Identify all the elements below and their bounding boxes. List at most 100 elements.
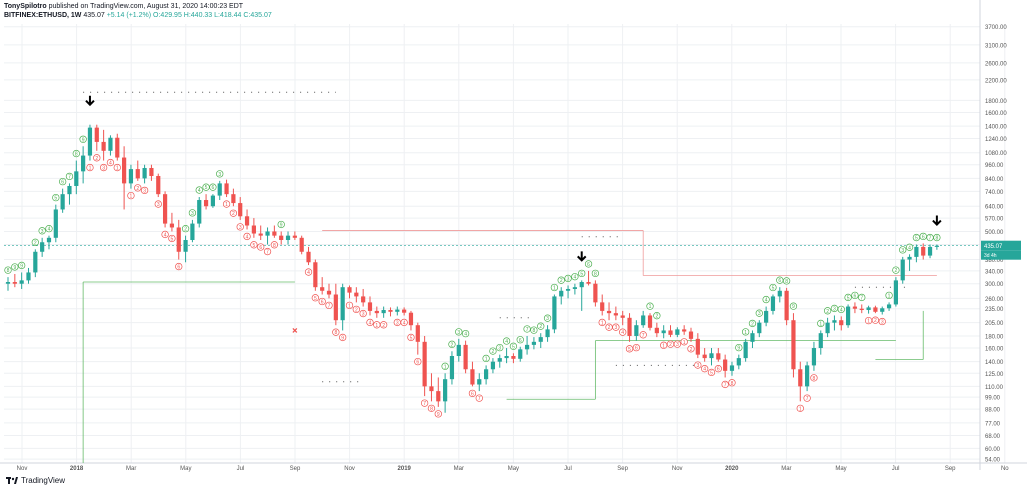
candle-body[interactable] bbox=[470, 369, 475, 385]
candle-body[interactable] bbox=[251, 225, 256, 234]
candle-body[interactable] bbox=[757, 322, 762, 334]
candle-body[interactable] bbox=[347, 287, 352, 293]
candle-body[interactable] bbox=[798, 369, 803, 387]
candle-body[interactable] bbox=[87, 127, 93, 156]
candle-body[interactable] bbox=[518, 349, 523, 359]
candle-body[interactable] bbox=[142, 167, 147, 179]
candle-body[interactable] bbox=[162, 194, 168, 224]
candle-body[interactable] bbox=[381, 310, 386, 314]
candle-body[interactable] bbox=[81, 155, 86, 172]
candle-body[interactable] bbox=[907, 256, 912, 260]
candle-body[interactable] bbox=[859, 308, 864, 311]
candle-body[interactable] bbox=[586, 282, 591, 284]
candle-body[interactable] bbox=[449, 356, 455, 380]
candle-body[interactable] bbox=[832, 320, 837, 323]
candle-body[interactable] bbox=[326, 290, 332, 295]
candle-body[interactable] bbox=[361, 296, 366, 303]
candle-body[interactable] bbox=[873, 307, 878, 312]
candle-body[interactable] bbox=[299, 237, 304, 252]
candle-body[interactable] bbox=[443, 379, 448, 402]
candle-body[interactable] bbox=[224, 183, 229, 195]
candle-body[interactable] bbox=[128, 169, 134, 184]
candle-body[interactable] bbox=[429, 386, 434, 392]
candle-body[interactable] bbox=[176, 227, 181, 252]
candle-body[interactable] bbox=[606, 310, 612, 314]
candle-body[interactable] bbox=[531, 341, 537, 345]
candle-body[interactable] bbox=[641, 315, 646, 326]
candle-body[interactable] bbox=[852, 306, 858, 309]
candle-body[interactable] bbox=[818, 333, 823, 349]
candle-body[interactable] bbox=[149, 167, 154, 176]
candle-body[interactable] bbox=[716, 353, 721, 360]
candle-body[interactable] bbox=[183, 239, 188, 252]
candle-body[interactable] bbox=[94, 127, 99, 142]
candle-body[interactable] bbox=[545, 329, 550, 338]
author-name[interactable]: TonySpilotro bbox=[4, 3, 47, 10]
candle-body[interactable] bbox=[169, 223, 175, 228]
candle-body[interactable] bbox=[210, 195, 215, 207]
candle-body[interactable] bbox=[777, 290, 782, 297]
candle-body[interactable] bbox=[805, 365, 810, 387]
candle-body[interactable] bbox=[244, 216, 250, 226]
candle-body[interactable] bbox=[33, 251, 38, 273]
candle-body[interactable] bbox=[60, 194, 65, 210]
candle-body[interactable] bbox=[108, 137, 113, 151]
candle-body[interactable] bbox=[750, 333, 755, 342]
candle-body[interactable] bbox=[709, 353, 714, 359]
candle-body[interactable] bbox=[565, 288, 571, 291]
candle-body[interactable] bbox=[101, 141, 106, 151]
candle-body[interactable] bbox=[313, 262, 318, 288]
candle-body[interactable] bbox=[825, 322, 830, 334]
candle-body[interactable] bbox=[333, 294, 338, 321]
candle-body[interactable] bbox=[654, 327, 659, 334]
candle-body[interactable] bbox=[921, 246, 926, 256]
candle-body[interactable] bbox=[74, 171, 79, 186]
candle-body[interactable] bbox=[40, 242, 45, 252]
candle-body[interactable] bbox=[415, 325, 420, 342]
candle-body[interactable] bbox=[791, 320, 796, 370]
candle-body[interactable] bbox=[702, 354, 707, 359]
candle-body[interactable] bbox=[422, 341, 427, 387]
candle-body[interactable] bbox=[886, 304, 892, 309]
candle-body[interactable] bbox=[395, 309, 400, 312]
candle-body[interactable] bbox=[354, 292, 359, 297]
candle-body[interactable] bbox=[764, 310, 769, 323]
candle-body[interactable] bbox=[661, 330, 666, 334]
candle-body[interactable] bbox=[524, 344, 530, 350]
candle-body[interactable] bbox=[292, 235, 297, 238]
candle-body[interactable] bbox=[900, 259, 905, 281]
candle-body[interactable] bbox=[436, 391, 441, 402]
candle-body[interactable] bbox=[572, 287, 577, 289]
candle-body[interactable] bbox=[770, 296, 776, 311]
candle-body[interactable] bbox=[265, 231, 270, 236]
candle-body[interactable] bbox=[135, 169, 140, 179]
candle-body[interactable] bbox=[620, 315, 625, 318]
candle-body[interactable] bbox=[914, 246, 919, 257]
candle-body[interactable] bbox=[613, 313, 618, 316]
candle-body[interactable] bbox=[627, 317, 632, 336]
candle-body[interactable] bbox=[217, 183, 222, 196]
candle-body[interactable] bbox=[388, 310, 393, 312]
candle-body[interactable] bbox=[26, 272, 31, 281]
candle-body[interactable] bbox=[67, 185, 72, 195]
candle-body[interactable] bbox=[190, 223, 195, 240]
candle-body[interactable] bbox=[552, 296, 557, 330]
candle-body[interactable] bbox=[880, 308, 885, 312]
candle-body[interactable] bbox=[579, 282, 584, 288]
candle-body[interactable] bbox=[12, 282, 17, 284]
candle-body[interactable] bbox=[743, 341, 748, 359]
candle-body[interactable] bbox=[463, 344, 468, 370]
candle-body[interactable] bbox=[497, 358, 502, 362]
candle-body[interactable] bbox=[115, 137, 120, 158]
candle-body[interactable] bbox=[19, 280, 24, 284]
candle-body[interactable] bbox=[122, 157, 127, 184]
candle-body[interactable] bbox=[374, 310, 379, 314]
candle-body[interactable] bbox=[340, 287, 345, 321]
candle-body[interactable] bbox=[306, 251, 311, 263]
candle-body[interactable] bbox=[675, 329, 680, 335]
candle-body[interactable] bbox=[367, 302, 373, 311]
candle-body[interactable] bbox=[927, 246, 933, 256]
candle-body[interactable] bbox=[402, 309, 407, 313]
candle-body[interactable] bbox=[845, 306, 851, 326]
candle-body[interactable] bbox=[484, 369, 489, 380]
